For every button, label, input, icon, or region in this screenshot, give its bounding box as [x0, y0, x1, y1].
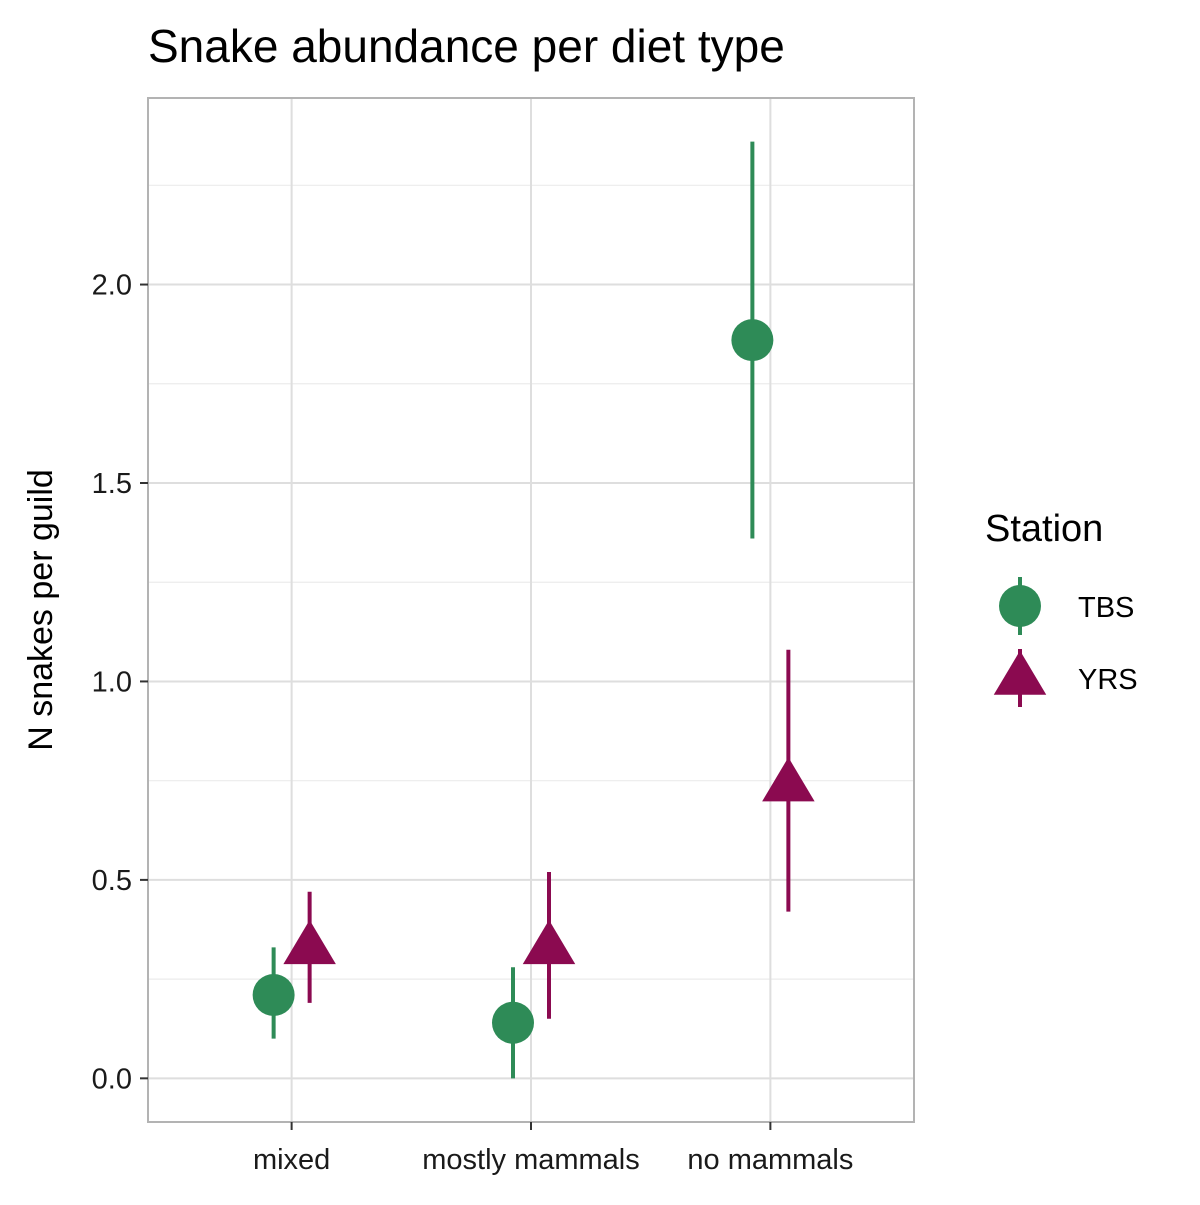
y-tick-label: 1.5 — [92, 468, 132, 500]
y-axis-ticks: 0.0 0.5 1.0 1.5 2.0 — [92, 270, 148, 1095]
legend-key-circle — [999, 585, 1041, 627]
chart-title: Snake abundance per diet type — [148, 20, 785, 72]
legend-item-yrs: YRS — [993, 649, 1138, 707]
data-point-circle — [731, 319, 774, 362]
x-tick-label: no mammals — [687, 1144, 853, 1176]
legend-label: TBS — [1078, 592, 1134, 624]
data-point-circle — [492, 1001, 534, 1044]
data-point-triangle — [283, 920, 336, 965]
series-tbs — [252, 141, 774, 1079]
y-tick-label: 0.5 — [92, 865, 132, 897]
data-point-triangle — [522, 920, 576, 965]
legend: Station TBS YRS — [985, 508, 1138, 707]
data-series — [252, 141, 815, 1079]
x-tick-label: mostly mammals — [422, 1144, 640, 1176]
legend-key-triangle — [993, 650, 1047, 695]
legend-label: YRS — [1078, 664, 1138, 696]
legend-item-tbs: TBS — [999, 577, 1134, 635]
y-axis-label: N snakes per guild — [22, 469, 60, 751]
x-tick-label: mixed — [253, 1144, 330, 1176]
y-tick-label: 2.0 — [92, 270, 132, 302]
legend-items: TBS YRS — [993, 577, 1138, 707]
grid — [148, 98, 914, 1122]
y-tick-label: 0.0 — [92, 1063, 132, 1095]
series-yrs — [283, 649, 815, 1019]
y-tick-label: 1.0 — [92, 666, 132, 698]
legend-title: Station — [985, 508, 1103, 550]
data-point-circle — [252, 973, 295, 1016]
data-point-triangle — [762, 757, 815, 802]
x-axis-ticks: mixed mostly mammals no mammals — [253, 1122, 853, 1176]
